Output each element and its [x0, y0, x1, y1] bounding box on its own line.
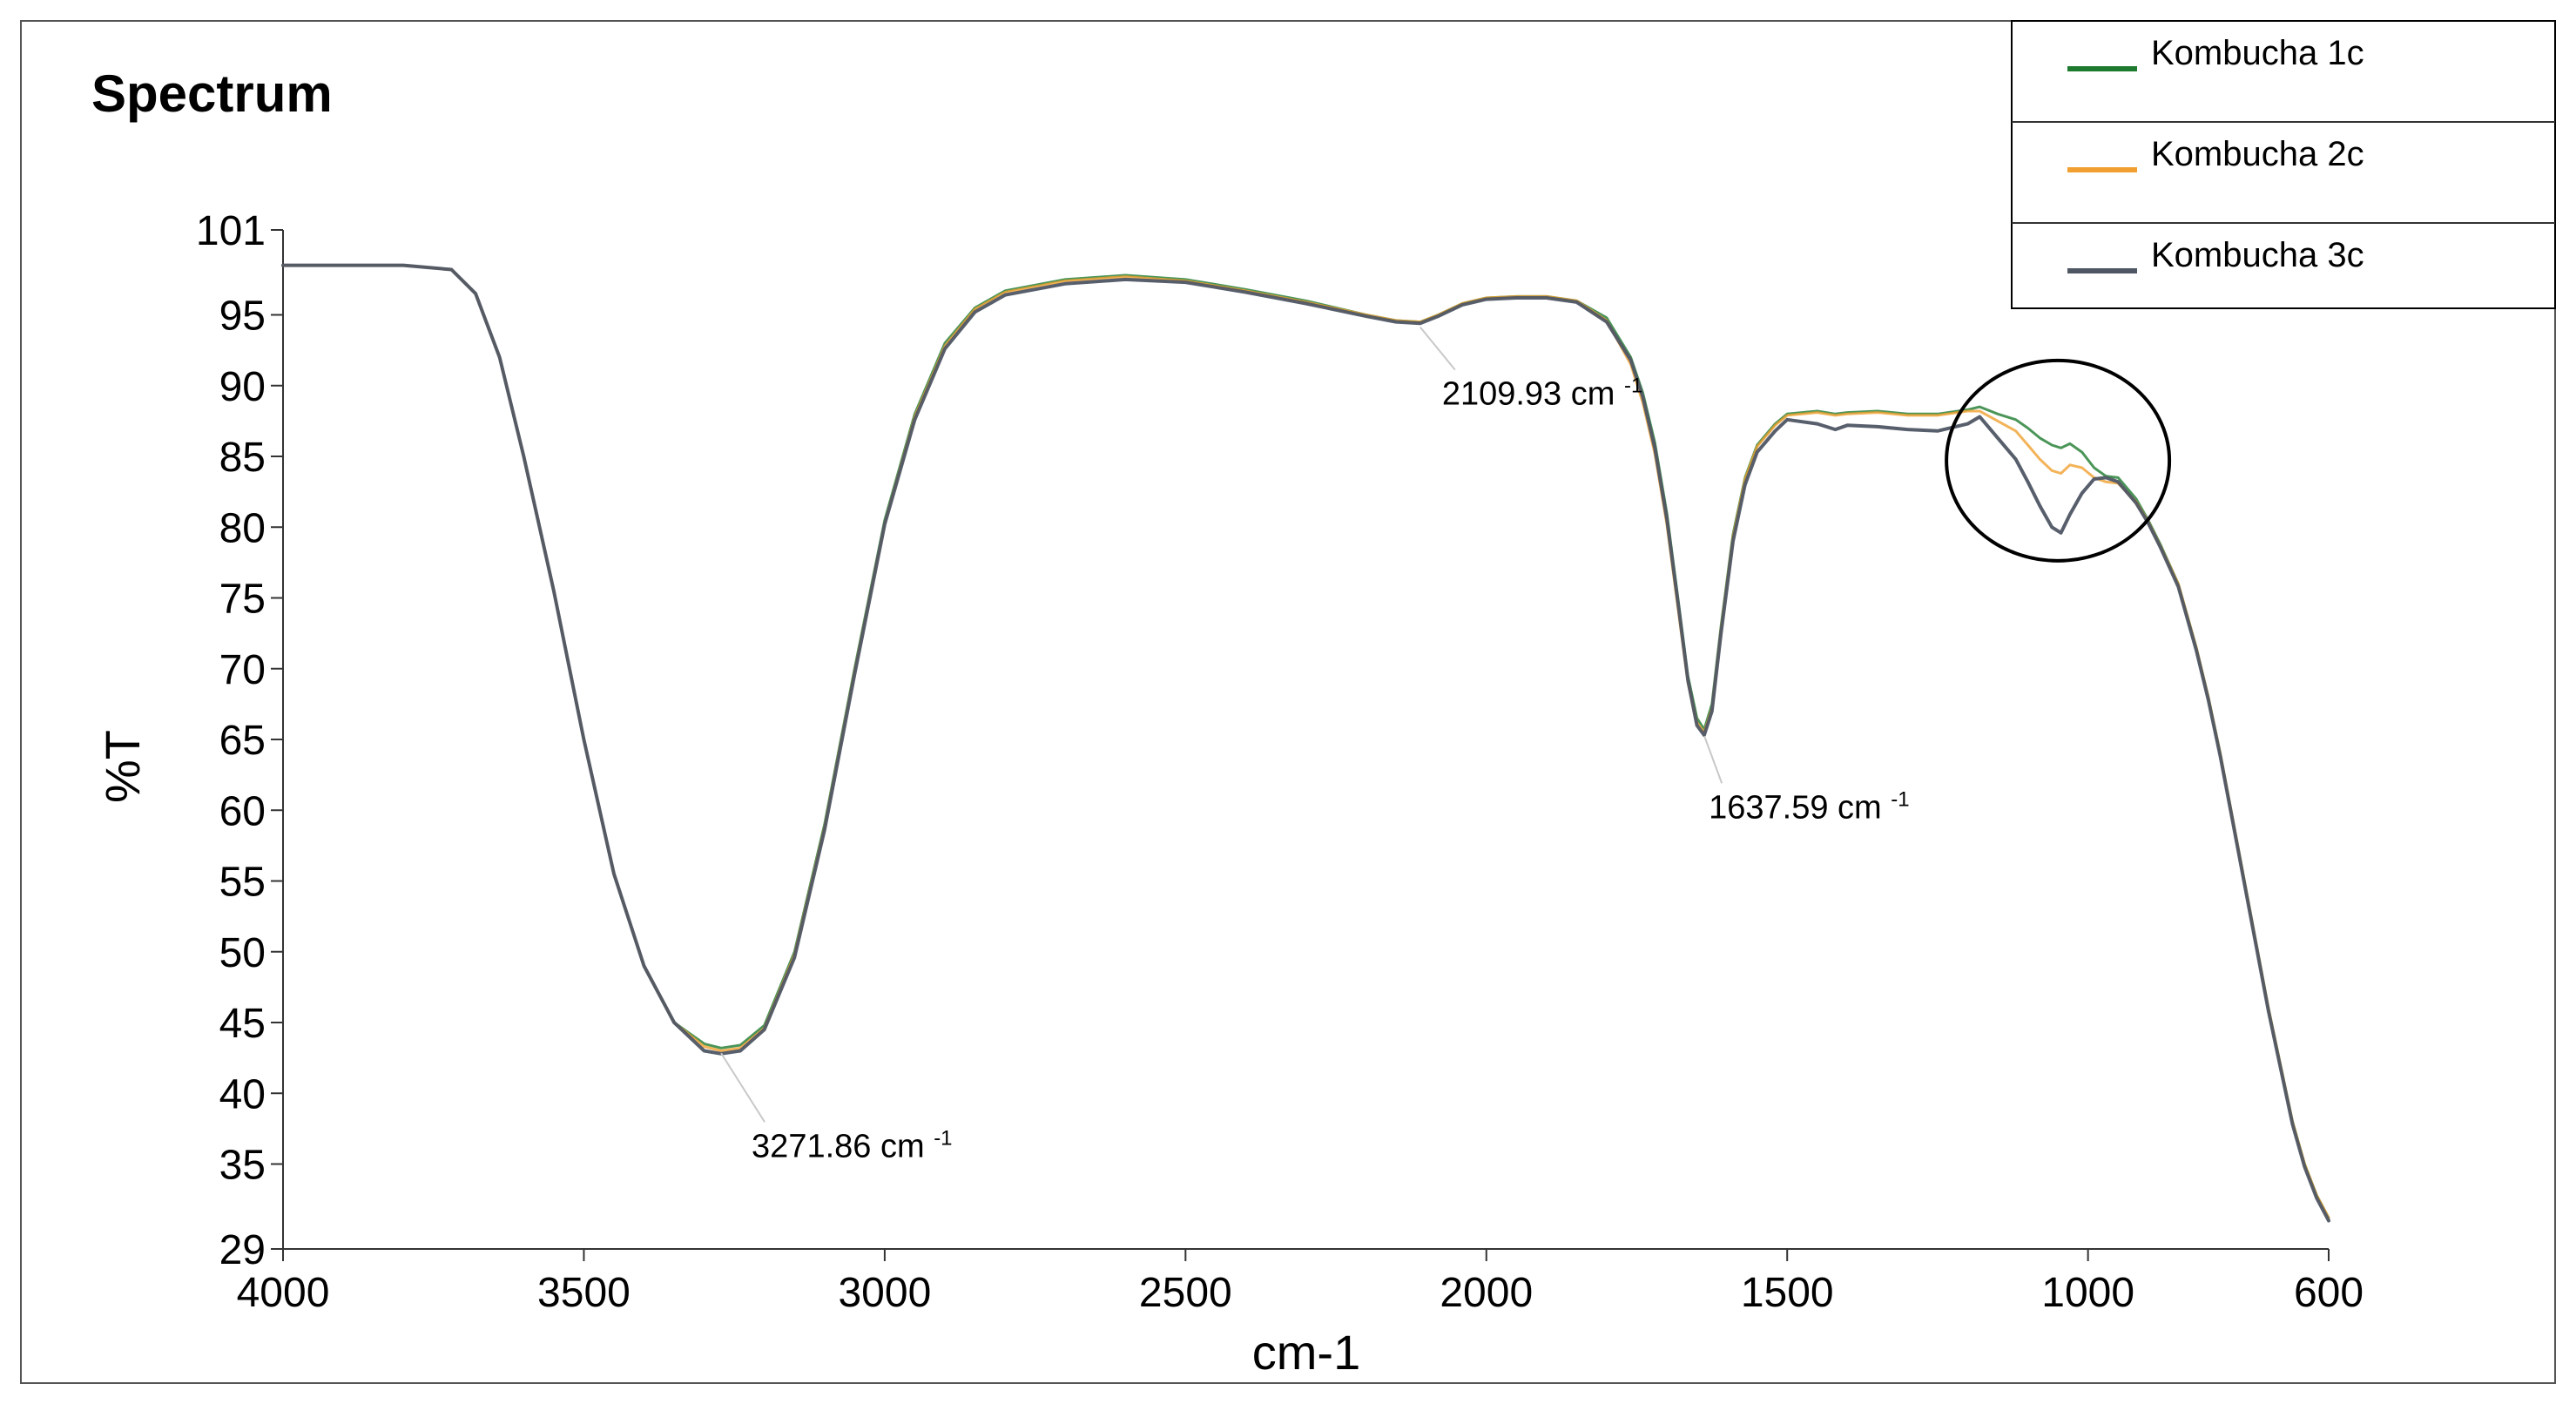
y-tick-label: 85 — [219, 435, 266, 481]
chart-frame — [20, 20, 2556, 1384]
series-line-3 — [281, 263, 2330, 1223]
legend: Kombucha 1c Kombucha 2c Kombucha 3c — [2011, 20, 2556, 309]
y-tick-label: 55 — [219, 860, 266, 906]
x-axis-title: cm-1 — [1252, 1325, 1360, 1380]
plot-area: 101 95 90 85 80 75 70 65 60 55 50 45 40 35 29 4000 3500… — [196, 208, 2364, 1316]
peak-annotation-text: 1637.59 cm — [1709, 789, 1891, 826]
x-tick-label: 1500 — [1741, 1270, 1834, 1316]
x-axis-ticks: 4000 3500 3000 2500 2000 1500 1000 600 — [237, 1249, 2364, 1316]
x-tick-label: 600 — [2294, 1270, 2364, 1316]
y-tick-label: 101 — [196, 208, 266, 254]
legend-label: Kombucha 3c — [2151, 236, 2364, 274]
annotation-leader — [720, 1052, 765, 1123]
y-tick-label: 35 — [219, 1143, 266, 1189]
annotation-leader — [1703, 735, 1723, 784]
legend-label: Kombucha 2c — [2151, 135, 2364, 173]
peak-annotation-text: 2109.93 cm — [1442, 376, 1624, 413]
y-tick-label: 90 — [219, 364, 266, 410]
x-tick-label: 1000 — [2041, 1270, 2134, 1316]
series-layer — [281, 263, 2330, 1223]
y-tick-label: 75 — [219, 577, 266, 623]
y-tick-label: 80 — [219, 505, 266, 551]
y-axis-title: %T — [95, 730, 150, 803]
annotation-leader — [1419, 326, 1456, 371]
peak-annotation-text: 3271.86 cm — [752, 1128, 934, 1164]
x-tick-label: 3000 — [838, 1270, 931, 1316]
x-tick-label: 2000 — [1440, 1270, 1533, 1316]
y-tick-label: 60 — [219, 788, 266, 834]
series-line-1 — [281, 264, 2330, 1219]
highlight-circle — [1945, 358, 2172, 563]
x-tick-label: 3500 — [537, 1270, 631, 1316]
peak-annotation: 1637.59 cm -1 — [1709, 787, 1909, 826]
y-tick-label: 95 — [219, 294, 266, 340]
y-tick-label: 50 — [219, 930, 266, 976]
chart-title: Spectrum — [91, 64, 333, 123]
y-tick-label: 65 — [219, 718, 266, 764]
x-tick-label: 4000 — [237, 1270, 330, 1316]
series-line-2 — [281, 264, 2330, 1219]
y-tick-label: 40 — [219, 1071, 266, 1117]
peak-annotation-sup: -1 — [1891, 787, 1909, 811]
y-tick-label: 45 — [219, 1001, 266, 1047]
y-tick-label: 70 — [219, 647, 266, 693]
y-tick-label: 29 — [219, 1227, 266, 1273]
y-axis-ticks: 101 95 90 85 80 75 70 65 60 55 50 45 40 35 29 — [196, 208, 283, 1273]
peak-annotation-sup: -1 — [1624, 375, 1642, 398]
legend-label: Kombucha 1c — [2151, 34, 2364, 72]
peak-annotation: 3271.86 cm -1 — [752, 1126, 952, 1164]
peak-annotation-sup: -1 — [934, 1126, 952, 1150]
peak-annotation: 2109.93 cm -1 — [1442, 375, 1642, 413]
x-tick-label: 2500 — [1139, 1270, 1232, 1316]
